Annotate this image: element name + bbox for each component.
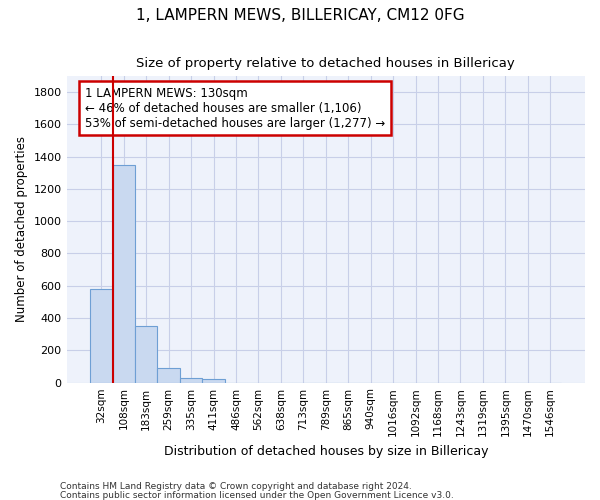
Title: Size of property relative to detached houses in Billericay: Size of property relative to detached ho… (136, 58, 515, 70)
Bar (90, 289, 113, 382)
Bar (157, 368, 180, 382)
Text: Contains HM Land Registry data © Crown copyright and database right 2024.: Contains HM Land Registry data © Crown c… (60, 482, 412, 491)
Text: 1 LAMPERN MEWS: 130sqm
← 46% of detached houses are smaller (1,106)
53% of semi-: 1 LAMPERN MEWS: 130sqm ← 46% of detached… (85, 86, 385, 130)
Bar (113, 164, 135, 382)
Text: Contains public sector information licensed under the Open Government Licence v3: Contains public sector information licen… (60, 490, 454, 500)
Bar (202, 380, 225, 382)
Bar (135, 326, 157, 382)
X-axis label: Distribution of detached houses by size in Billericay: Distribution of detached houses by size … (164, 444, 488, 458)
Y-axis label: Number of detached properties: Number of detached properties (15, 136, 28, 322)
Text: 1, LAMPERN MEWS, BILLERICAY, CM12 0FG: 1, LAMPERN MEWS, BILLERICAY, CM12 0FG (136, 8, 464, 22)
Bar (180, 378, 202, 382)
